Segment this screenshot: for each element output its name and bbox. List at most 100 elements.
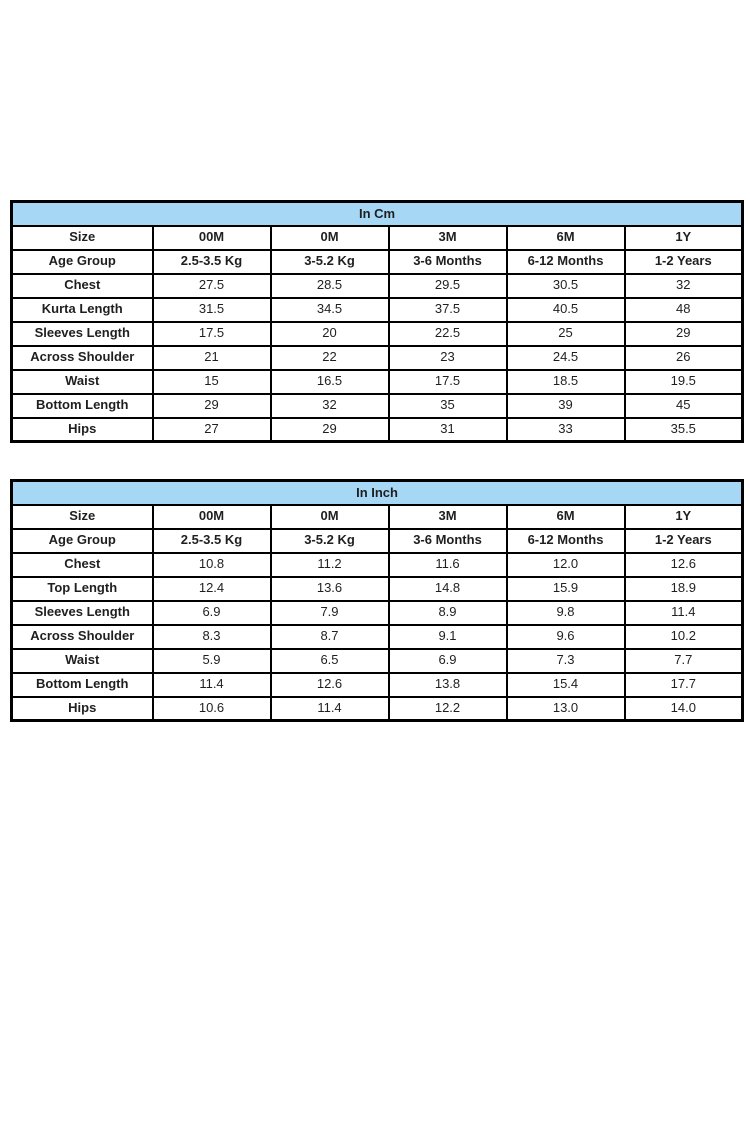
value-cell: 7.7 bbox=[623, 647, 744, 674]
header-cell: 3-5.2 Kg bbox=[269, 248, 390, 275]
header-cell: 2.5-3.5 Kg bbox=[151, 527, 272, 554]
table-header-row: Age Group 2.5-3.5 Kg 3-5.2 Kg 3-6 Months 6-1… bbox=[10, 248, 744, 275]
table-row: Across Shoulder 21 22 23 24.5 26 bbox=[10, 344, 744, 371]
value-cell: 6.5 bbox=[269, 647, 390, 674]
value-cell: 9.8 bbox=[505, 599, 626, 626]
header-cell: 2.5-3.5 Kg bbox=[151, 248, 272, 275]
row-label: Bottom Length bbox=[10, 671, 154, 698]
header-cell: 1Y bbox=[623, 224, 744, 251]
value-cell: 11.2 bbox=[269, 551, 390, 578]
value-cell: 22.5 bbox=[387, 320, 508, 347]
value-cell: 15.4 bbox=[505, 671, 626, 698]
value-cell: 23 bbox=[387, 344, 508, 371]
value-cell: 11.4 bbox=[151, 671, 272, 698]
header-cell: 00M bbox=[151, 224, 272, 251]
value-cell: 29.5 bbox=[387, 272, 508, 299]
row-label: Waist bbox=[10, 647, 154, 674]
row-label: Chest bbox=[10, 551, 154, 578]
value-cell: 48 bbox=[623, 296, 744, 323]
value-cell: 15 bbox=[151, 368, 272, 395]
header-cell: 3M bbox=[387, 224, 508, 251]
header-cell: 1Y bbox=[623, 503, 744, 530]
table-row: Hips 27 29 31 33 35.5 bbox=[10, 416, 744, 443]
value-cell: 11.4 bbox=[269, 695, 390, 722]
value-cell: 35.5 bbox=[623, 416, 744, 443]
value-cell: 37.5 bbox=[387, 296, 508, 323]
value-cell: 13.0 bbox=[505, 695, 626, 722]
value-cell: 7.3 bbox=[505, 647, 626, 674]
value-cell: 5.9 bbox=[151, 647, 272, 674]
value-cell: 18.5 bbox=[505, 368, 626, 395]
row-label: Hips bbox=[10, 695, 154, 722]
value-cell: 9.6 bbox=[505, 623, 626, 650]
value-cell: 33 bbox=[505, 416, 626, 443]
value-cell: 13.6 bbox=[269, 575, 390, 602]
value-cell: 31.5 bbox=[151, 296, 272, 323]
value-cell: 29 bbox=[269, 416, 390, 443]
value-cell: 29 bbox=[623, 320, 744, 347]
value-cell: 31 bbox=[387, 416, 508, 443]
header-cell: 6-12 Months bbox=[505, 248, 626, 275]
value-cell: 32 bbox=[269, 392, 390, 419]
value-cell: 30.5 bbox=[505, 272, 626, 299]
header-cell: Size bbox=[10, 503, 154, 530]
header-cell: 00M bbox=[151, 503, 272, 530]
value-cell: 10.6 bbox=[151, 695, 272, 722]
value-cell: 15.9 bbox=[505, 575, 626, 602]
header-cell: Age Group bbox=[10, 527, 154, 554]
header-cell: Age Group bbox=[10, 248, 154, 275]
value-cell: 16.5 bbox=[269, 368, 390, 395]
row-label: Sleeves Length bbox=[10, 599, 154, 626]
value-cell: 12.0 bbox=[505, 551, 626, 578]
table-row: Bottom Length 11.4 12.6 13.8 15.4 17.7 bbox=[10, 671, 744, 698]
value-cell: 7.9 bbox=[269, 599, 390, 626]
value-cell: 20 bbox=[269, 320, 390, 347]
value-cell: 11.4 bbox=[623, 599, 744, 626]
table-row: Chest 27.5 28.5 29.5 30.5 32 bbox=[10, 272, 744, 299]
value-cell: 8.7 bbox=[269, 623, 390, 650]
value-cell: 45 bbox=[623, 392, 744, 419]
value-cell: 17.5 bbox=[387, 368, 508, 395]
value-cell: 6.9 bbox=[387, 647, 508, 674]
value-cell: 12.6 bbox=[623, 551, 744, 578]
table-row: Sleeves Length 6.9 7.9 8.9 9.8 11.4 bbox=[10, 599, 744, 626]
table-row: Waist 15 16.5 17.5 18.5 19.5 bbox=[10, 368, 744, 395]
size-chart-table-inch: In Inch Size 00M 0M 3M 6M 1Y Age Group 2.5-3.5 K… bbox=[10, 479, 745, 722]
table-title: In Cm bbox=[10, 200, 744, 227]
value-cell: 14.0 bbox=[623, 695, 744, 722]
size-chart-table-cm: In Cm Size 00M 0M 3M 6M 1Y Age Group 2.5-3.5 Kg 3… bbox=[10, 200, 745, 443]
row-label: Sleeves Length bbox=[10, 320, 154, 347]
value-cell: 29 bbox=[151, 392, 272, 419]
value-cell: 8.9 bbox=[387, 599, 508, 626]
header-cell: 3-6 Months bbox=[387, 248, 508, 275]
header-cell: 3-5.2 Kg bbox=[269, 527, 390, 554]
value-cell: 17.5 bbox=[151, 320, 272, 347]
value-cell: 12.2 bbox=[387, 695, 508, 722]
value-cell: 25 bbox=[505, 320, 626, 347]
table-title-row: In Inch bbox=[10, 479, 744, 506]
value-cell: 27.5 bbox=[151, 272, 272, 299]
table-row: Across Shoulder 8.3 8.7 9.1 9.6 10.2 bbox=[10, 623, 744, 650]
value-cell: 39 bbox=[505, 392, 626, 419]
row-label: Top Length bbox=[10, 575, 154, 602]
row-label: Hips bbox=[10, 416, 154, 443]
header-cell: 0M bbox=[269, 503, 390, 530]
value-cell: 10.2 bbox=[623, 623, 744, 650]
value-cell: 13.8 bbox=[387, 671, 508, 698]
value-cell: 34.5 bbox=[269, 296, 390, 323]
value-cell: 9.1 bbox=[387, 623, 508, 650]
row-label: Across Shoulder bbox=[10, 344, 154, 371]
value-cell: 11.6 bbox=[387, 551, 508, 578]
value-cell: 32 bbox=[623, 272, 744, 299]
header-cell: 3M bbox=[387, 503, 508, 530]
table-row: Chest 10.8 11.2 11.6 12.0 12.6 bbox=[10, 551, 744, 578]
value-cell: 22 bbox=[269, 344, 390, 371]
value-cell: 8.3 bbox=[151, 623, 272, 650]
value-cell: 10.8 bbox=[151, 551, 272, 578]
value-cell: 35 bbox=[387, 392, 508, 419]
value-cell: 18.9 bbox=[623, 575, 744, 602]
header-cell: 3-6 Months bbox=[387, 527, 508, 554]
header-cell: 1-2 Years bbox=[623, 248, 744, 275]
value-cell: 6.9 bbox=[151, 599, 272, 626]
value-cell: 40.5 bbox=[505, 296, 626, 323]
